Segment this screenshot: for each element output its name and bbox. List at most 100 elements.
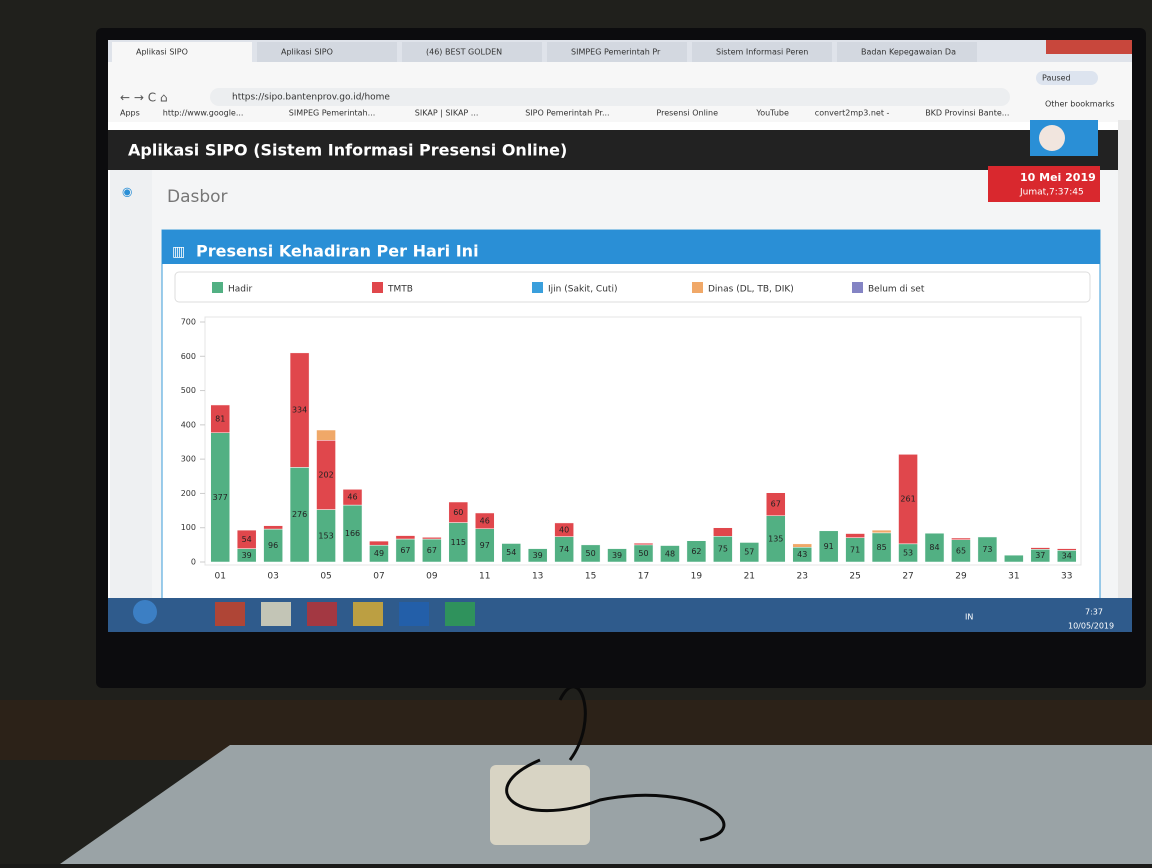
tab[interactable] — [112, 42, 252, 62]
x-tick-label: 07 — [373, 572, 384, 582]
panel-icon: ▥ — [172, 244, 185, 260]
data-label: 91 — [824, 542, 834, 551]
legend-label[interactable]: Hadir — [228, 285, 252, 295]
bookmark[interactable]: SIPO Pemerintah Pr... — [525, 109, 609, 118]
tab[interactable] — [547, 42, 687, 62]
y-tick-label: 400 — [181, 420, 196, 429]
app-header — [108, 130, 1118, 170]
data-label: 67 — [427, 546, 437, 555]
bookmark[interactable]: SIMPEG Pemerintah... — [289, 109, 375, 118]
tab-title[interactable]: Badan Kepegawaian Da — [861, 48, 956, 57]
data-label: 67 — [400, 546, 410, 555]
url[interactable]: https://sipo.bantenprov.go.id/home — [232, 93, 390, 103]
legend — [174, 271, 1091, 303]
sidebar-icons: ◉ — [122, 185, 132, 199]
x-tick-label: 31 — [1008, 572, 1019, 582]
data-label: 39 — [612, 551, 622, 560]
data-label: 75 — [718, 545, 728, 554]
paused[interactable]: Paused — [1042, 74, 1071, 83]
tab-title[interactable]: Sistem Informasi Peren — [716, 48, 808, 57]
sidebar — [110, 170, 152, 600]
data-label: 49 — [374, 549, 384, 558]
tab-title[interactable]: SIMPEG Pemerintah Pr — [571, 48, 661, 57]
taskbar-app[interactable] — [307, 602, 337, 626]
bar-segment — [263, 525, 283, 530]
window-close[interactable] — [1046, 40, 1132, 54]
x-tick-label: 03 — [267, 572, 278, 582]
legend-label[interactable]: Belum di set — [868, 285, 925, 295]
legend-swatch[interactable] — [212, 282, 223, 293]
data-label: 67 — [771, 500, 781, 509]
scrollbar — [1118, 120, 1132, 600]
bar-segment — [686, 540, 707, 563]
data-label: 46 — [347, 493, 357, 502]
taskbar-app[interactable] — [215, 602, 245, 626]
x-tick-label: 01 — [215, 572, 226, 582]
taskbar-app[interactable] — [261, 602, 291, 626]
data-label: 50 — [638, 549, 648, 558]
data-label: 50 — [585, 549, 595, 558]
legend-label[interactable]: Ijin (Sakit, Cuti) — [548, 285, 617, 295]
tab-title[interactable]: Aplikasi SIPO — [281, 48, 333, 57]
bar-segment — [633, 542, 654, 546]
taskbar-app[interactable] — [399, 602, 429, 626]
bar-segment — [607, 548, 627, 563]
bar-segment — [422, 537, 442, 540]
y-tick-label: 600 — [181, 352, 196, 361]
bookmark[interactable]: Apps — [120, 109, 140, 118]
data-label: 261 — [900, 495, 915, 504]
bookmark[interactable]: YouTube — [755, 109, 789, 118]
data-label: 39 — [533, 551, 543, 560]
legend-swatch[interactable] — [532, 282, 543, 293]
data-label: 39 — [242, 551, 252, 560]
date-badge — [988, 166, 1100, 202]
bookmark[interactable]: SIKAP | SIKAP ... — [415, 109, 479, 118]
taskbar-app[interactable] — [353, 602, 383, 626]
bookmark[interactable]: http://www.google... — [163, 109, 244, 118]
bar-segment — [871, 529, 892, 534]
x-tick-label: 27 — [902, 572, 913, 582]
data-label: 276 — [292, 510, 307, 519]
bar-segment — [765, 492, 786, 516]
bookmark[interactable]: BKD Provinsi Bante... — [925, 109, 1009, 118]
bar-segment — [1004, 554, 1024, 563]
taskbar-app[interactable] — [445, 602, 475, 626]
data-label: 57 — [744, 548, 754, 557]
tab[interactable] — [257, 42, 397, 62]
x-tick-label: 33 — [1061, 572, 1072, 582]
chart-title: Presensi Kehadiran Per Hari Ini — [196, 242, 479, 261]
legend-swatch[interactable] — [852, 282, 863, 293]
omnibox[interactable] — [210, 88, 1010, 106]
x-tick-label: 15 — [585, 572, 596, 582]
tab[interactable] — [692, 42, 832, 62]
data-label: 43 — [797, 550, 807, 559]
other-bookmarks[interactable]: Other bookmarks — [1045, 100, 1115, 109]
bookmark[interactable]: convert2mp3.net - — [815, 109, 890, 118]
legend-swatch[interactable] — [372, 282, 383, 293]
data-label: 377 — [213, 493, 228, 502]
data-label: 115 — [451, 538, 466, 547]
tab[interactable] — [837, 42, 977, 62]
bar-segment — [501, 543, 522, 563]
legend-swatch[interactable] — [692, 282, 703, 293]
data-label: 46 — [480, 516, 490, 525]
tab-title[interactable]: (46) BEST GOLDEN — [426, 48, 502, 57]
paused-badge[interactable] — [1036, 71, 1098, 85]
x-tick-label: 19 — [691, 572, 703, 582]
legend-label[interactable]: TMTB — [387, 285, 413, 295]
tab[interactable] — [402, 42, 542, 62]
data-label: 60 — [453, 508, 463, 517]
data-label: 85 — [876, 543, 886, 552]
data-label: 334 — [292, 406, 307, 415]
bookmark[interactable]: Presensi Online — [656, 109, 718, 118]
y-tick-label: 700 — [181, 318, 196, 327]
start-button[interactable] — [133, 600, 157, 624]
legend-label[interactable]: Dinas (DL, TB, DIK) — [708, 285, 794, 295]
cable — [505, 685, 726, 842]
bar-segment — [977, 536, 998, 563]
tab-title[interactable]: Aplikasi SIPO — [136, 48, 188, 57]
bar-segment — [739, 542, 760, 563]
data-label: 34 — [1062, 552, 1072, 561]
bar-segment — [660, 545, 680, 563]
